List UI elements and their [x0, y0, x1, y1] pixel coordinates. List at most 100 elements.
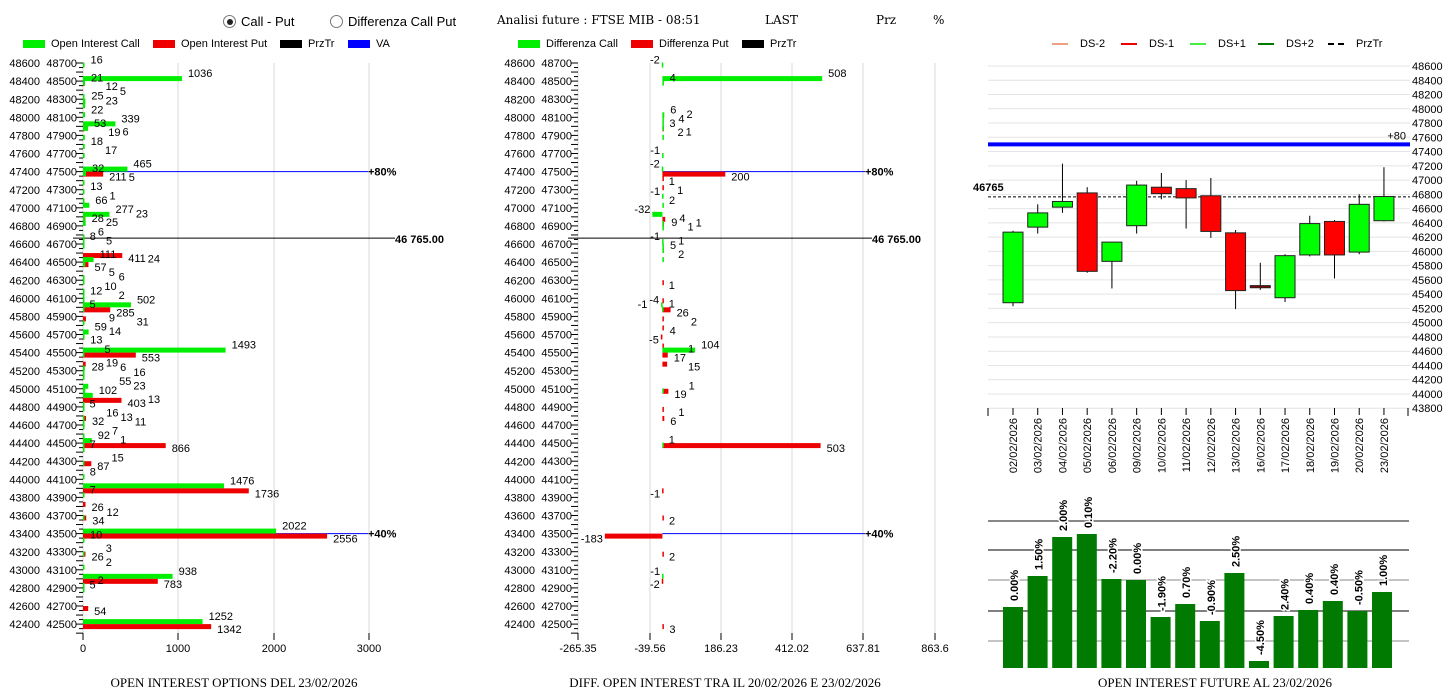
- put-bar: [662, 185, 664, 191]
- call-bar-label: 5: [120, 86, 126, 98]
- call-bar-label: 18: [91, 136, 103, 148]
- legend-line: [1190, 43, 1206, 45]
- call-bar-label: 12: [106, 507, 118, 519]
- put-bar: [662, 343, 664, 349]
- put-bar-label: 285: [116, 307, 134, 319]
- y-tick-label: 47600: [1412, 132, 1443, 144]
- call-bar-label: 3: [669, 118, 675, 130]
- call-bar-label: -1: [650, 231, 660, 243]
- put-bar-label: 1: [669, 176, 675, 188]
- call-bar: [83, 442, 85, 448]
- oi-bar-label: 2.00%: [1058, 500, 1070, 531]
- oi-bar-label: -1.90%: [1157, 576, 1169, 611]
- call-bar: [83, 438, 92, 444]
- chart-title-oi-options: OPEN INTEREST OPTIONS DEL 23/02/2026: [110, 675, 358, 690]
- candle-body: [1002, 231, 1024, 304]
- call-bar: [662, 193, 664, 199]
- y-tick-label: 47000: [9, 203, 40, 215]
- legend-swatch: [23, 40, 45, 48]
- call-bar-label: 4: [670, 73, 676, 85]
- candle-body: [1249, 285, 1271, 289]
- legend-prztr: PrzTr: [280, 38, 334, 50]
- candle-body: [1027, 212, 1049, 228]
- call-bar-label: 1: [689, 380, 695, 392]
- y-tick-label: 46200: [504, 275, 535, 287]
- put-bar: [662, 488, 664, 494]
- call-bar-label: 2: [98, 575, 104, 587]
- y-tick-label: 43300: [46, 547, 77, 559]
- y-tick-label: 44600: [9, 420, 40, 432]
- put-bar: [662, 443, 821, 449]
- put-bar-label: 32: [92, 416, 104, 428]
- call-bar-label: 2: [119, 290, 125, 302]
- call-bar-label: 1: [696, 217, 702, 229]
- call-bar-label: 3: [106, 543, 112, 555]
- put-bar: [83, 501, 86, 507]
- put-bar-label: 12: [106, 81, 118, 93]
- y-tick-label: 44300: [46, 456, 77, 468]
- call-bar-label: 2: [677, 127, 683, 139]
- radio-call-put[interactable]: Call - Put: [223, 14, 294, 29]
- call-bar: [83, 62, 85, 68]
- call-bar-label: 8: [90, 466, 96, 478]
- y-tick-label: 46600: [504, 239, 535, 251]
- call-bar-label: 6: [119, 272, 125, 284]
- call-bar-label: 32: [92, 163, 104, 175]
- call-bar-label: 25: [91, 91, 103, 103]
- call-bar-label: 465: [133, 159, 151, 171]
- put-bar-label: 1: [688, 344, 694, 356]
- y-tick-label: 45300: [46, 366, 77, 378]
- y-tick-label: 45100: [541, 384, 572, 396]
- call-bar-label: 2: [669, 195, 675, 207]
- y-tick-label: 42700: [46, 601, 77, 613]
- y-tick-label: 47800: [9, 130, 40, 142]
- put-bar-label: 4: [670, 325, 676, 337]
- put-bar: [662, 316, 664, 322]
- y-tick-label: 47600: [9, 149, 40, 161]
- y-tick-label: 48100: [541, 112, 572, 124]
- call-bar: [662, 220, 664, 226]
- call-bar: [83, 334, 85, 340]
- x-tick-label: 12/02/2026: [1206, 418, 1218, 473]
- call-bar: [83, 415, 85, 421]
- y-tick-label: 43800: [1412, 403, 1443, 415]
- call-bar: [83, 515, 85, 521]
- call-bar: [662, 125, 664, 131]
- candle-body: [1101, 241, 1123, 262]
- y-tick-label: 47900: [46, 130, 77, 142]
- put-bar-label: 1: [677, 185, 683, 197]
- call-bar-label: 19: [108, 127, 120, 139]
- y-tick-label: 43700: [46, 511, 77, 523]
- y-tick-label: 46800: [1412, 189, 1443, 201]
- candle-body: [1274, 255, 1296, 299]
- call-bar: [83, 537, 85, 543]
- x-tick-label: 20/02/2026: [1354, 418, 1366, 473]
- put-bar: [662, 551, 664, 557]
- call-bar: [83, 352, 85, 358]
- put-bar: [661, 578, 664, 584]
- call-bar-label: 13: [148, 394, 160, 406]
- legend-diff-call: Differenza Call: [518, 38, 618, 50]
- y-tick-label: 45700: [46, 330, 77, 342]
- y-tick-label: 42800: [9, 583, 40, 595]
- call-bar: [83, 189, 85, 195]
- y-tick-label: 43900: [541, 492, 572, 504]
- call-bar-label: 13: [90, 181, 102, 193]
- put-bar: [662, 216, 666, 222]
- oi-bar: [1101, 579, 1122, 668]
- y-tick-label: 45400: [9, 348, 40, 360]
- call-bar: [662, 116, 664, 122]
- put-bar: [83, 361, 86, 367]
- y-tick-label: 44000: [1412, 389, 1443, 401]
- legend-ds-1: DS-1: [1121, 38, 1174, 50]
- call-bar: [83, 143, 85, 149]
- call-bar: [83, 587, 85, 593]
- va-label: +80: [1387, 130, 1406, 142]
- put-bar-label: 2: [669, 552, 675, 564]
- call-bar-label: 5: [106, 236, 112, 248]
- radio-differenza[interactable]: Differenza Call Put: [330, 14, 456, 29]
- x-tick-label: 13/02/2026: [1231, 418, 1243, 473]
- y-tick-label: 44700: [541, 420, 572, 432]
- call-bar: [83, 619, 203, 625]
- call-bar-label: 938: [179, 566, 197, 578]
